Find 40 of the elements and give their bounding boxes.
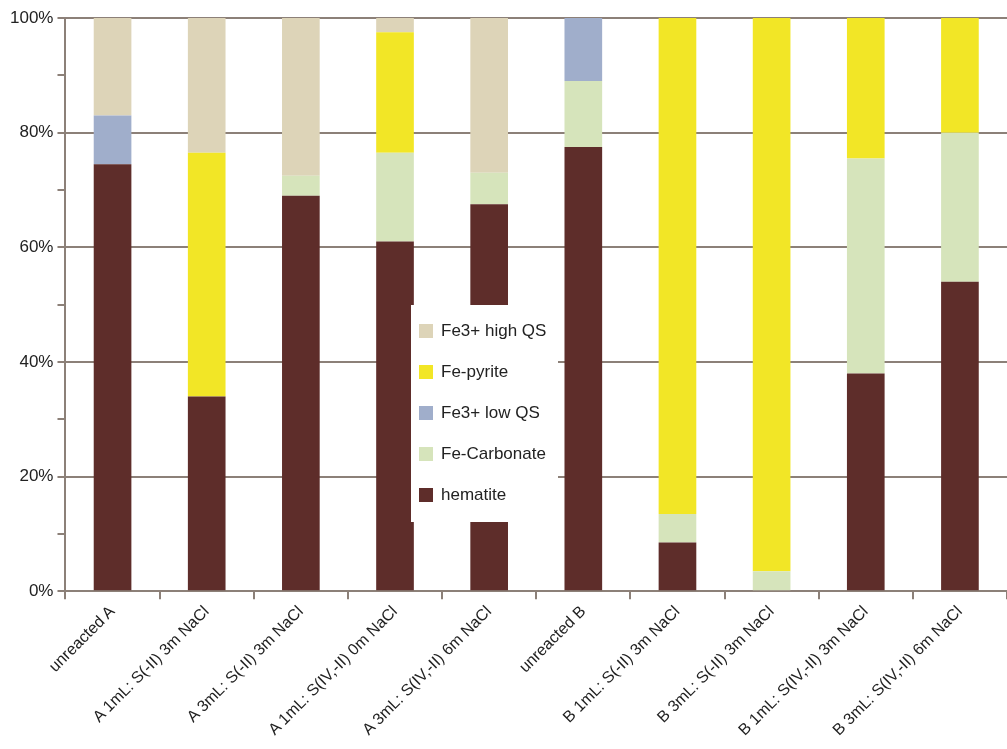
bar: [187, 18, 226, 153]
y-tick-label: 40%: [19, 351, 54, 371]
bar: [564, 81, 603, 148]
bar: [941, 281, 979, 591]
bar: [564, 147, 603, 591]
legend-label: Fe-Carbonate: [441, 444, 546, 465]
y-tick-label: 100%: [10, 7, 54, 27]
y-tick-label: 20%: [19, 466, 54, 486]
bar: [470, 172, 508, 205]
bar: [282, 18, 320, 176]
bar: [376, 18, 414, 33]
bar: [846, 158, 885, 374]
bar: [752, 571, 791, 591]
bar: [282, 175, 320, 196]
bar: [752, 18, 791, 572]
bar: [941, 18, 979, 133]
bar: [470, 18, 508, 173]
bar: [187, 396, 226, 591]
legend-label: Fe-pyrite: [441, 362, 509, 383]
bar: [376, 32, 414, 153]
bar: [658, 18, 697, 514]
bar: [846, 373, 885, 591]
y-tick-label: 60%: [19, 237, 54, 257]
bar: [941, 132, 979, 282]
y-tick-label: 0%: [28, 581, 54, 601]
bar: [93, 164, 132, 591]
bar: [376, 241, 414, 591]
legend-label: Fe3+ high QS: [441, 321, 547, 342]
bar: [658, 542, 697, 591]
bar: [93, 18, 132, 116]
bar: [187, 152, 226, 397]
bar: [846, 18, 885, 159]
bar: [282, 195, 320, 591]
legend-label: Fe3+ low QS: [441, 403, 540, 424]
bar: [376, 152, 414, 242]
bar: [93, 115, 132, 165]
legend-label: hematite: [441, 485, 507, 506]
y-tick-label: 80%: [19, 122, 54, 142]
bar: [564, 18, 603, 82]
bar: [658, 513, 697, 543]
